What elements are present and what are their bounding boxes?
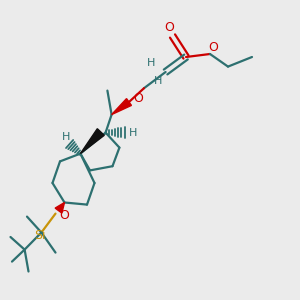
Text: O: O [134, 92, 143, 106]
Polygon shape [80, 129, 104, 154]
Text: O: O [164, 21, 174, 34]
Text: Si: Si [34, 229, 46, 242]
Text: O: O [59, 208, 69, 222]
Text: H: H [129, 128, 137, 138]
Text: O: O [208, 41, 218, 54]
Polygon shape [55, 202, 64, 213]
Text: H: H [147, 58, 155, 68]
Polygon shape [112, 99, 131, 115]
Text: H: H [154, 76, 163, 86]
Text: H: H [62, 131, 70, 142]
